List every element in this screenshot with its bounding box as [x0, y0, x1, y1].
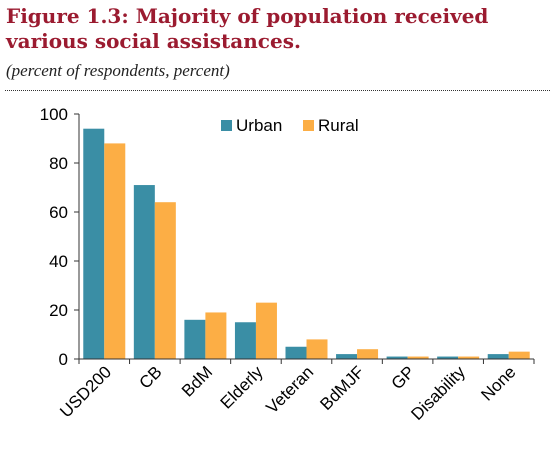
- bar-rural-disability: [458, 356, 480, 359]
- figure-title: Figure 1.3: Majority of population recei…: [6, 4, 489, 53]
- bar-urban-bdm: [184, 319, 206, 359]
- x-tick-label: CB: [136, 362, 166, 392]
- legend-swatch-rural: [303, 120, 314, 131]
- bar-rural-none: [508, 351, 530, 359]
- title-divider: [5, 90, 550, 91]
- bar-rural-usd200: [104, 143, 126, 359]
- bar-rural-elderly: [255, 302, 277, 359]
- bar-urban-bdmjf: [336, 354, 358, 359]
- legend-swatch-urban: [221, 120, 232, 131]
- x-tick-label: Disability: [407, 362, 469, 424]
- x-tick-label: BdM: [178, 362, 216, 400]
- bar-urban-cb: [133, 185, 155, 359]
- y-tick-label: 0: [59, 350, 68, 369]
- bar-urban-veteran: [285, 346, 307, 359]
- y-tick-label: 100: [40, 105, 68, 124]
- x-tick-label: None: [477, 362, 519, 404]
- x-tick-label: GP: [388, 362, 419, 393]
- x-tick-label: Veteran: [262, 362, 317, 417]
- bar-urban-none: [487, 354, 509, 359]
- x-tick-label: BdMJF: [316, 362, 368, 414]
- y-tick-label: 20: [49, 301, 68, 320]
- bar-rural-veteran: [306, 339, 328, 359]
- legend-label-rural: Rural: [318, 116, 359, 135]
- bar-urban-disability: [437, 356, 459, 359]
- bar-rural-bdmjf: [357, 349, 379, 359]
- y-tick-label: 60: [49, 203, 68, 222]
- bar-rural-cb: [154, 202, 176, 359]
- bar-urban-gp: [386, 356, 408, 359]
- figure-subtitle: (percent of respondents, percent): [6, 61, 230, 80]
- bar-urban-elderly: [234, 322, 256, 359]
- bar-urban-usd200: [83, 128, 105, 359]
- x-tick-label: USD200: [56, 362, 115, 421]
- y-tick-label: 80: [49, 154, 68, 173]
- x-tick-label: Elderly: [217, 362, 268, 413]
- bar-rural-gp: [407, 356, 429, 359]
- bar-rural-bdm: [205, 312, 227, 359]
- legend-label-urban: Urban: [236, 116, 282, 135]
- y-tick-label: 40: [49, 252, 68, 271]
